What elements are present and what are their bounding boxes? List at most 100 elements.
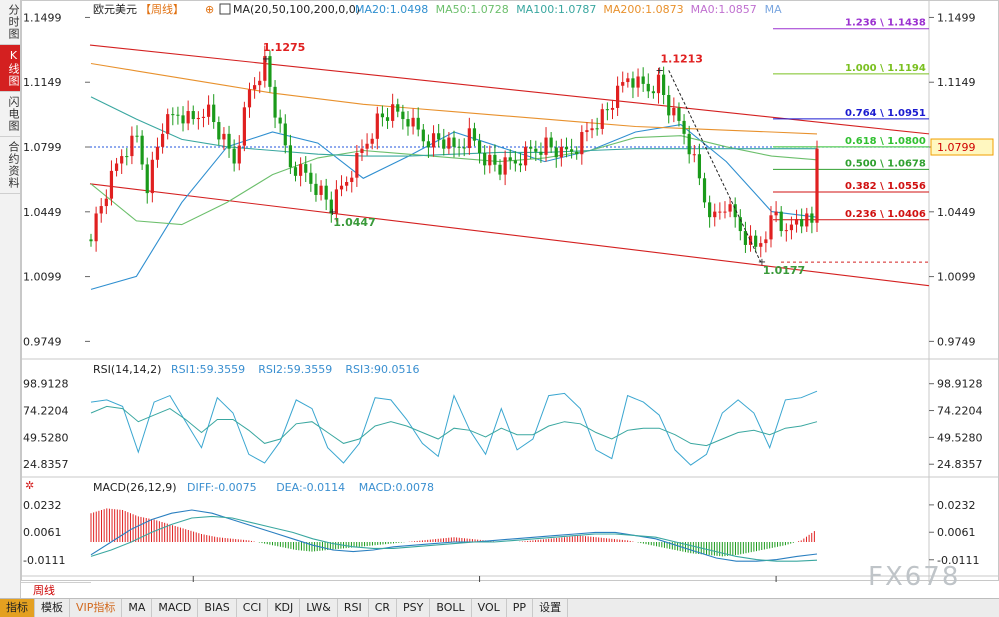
candle-body bbox=[488, 154, 492, 166]
sidebar-tab-1[interactable]: K线图 bbox=[0, 45, 20, 92]
candle-body bbox=[544, 137, 548, 155]
fib-label: 1.000 \ 1.1194 bbox=[845, 63, 926, 74]
candle-body bbox=[339, 185, 344, 190]
candle-body bbox=[789, 224, 794, 231]
candle-body bbox=[483, 153, 487, 166]
candle-body bbox=[334, 189, 339, 214]
toolbar-button-8[interactable]: LW& bbox=[300, 599, 338, 617]
candle-body bbox=[263, 56, 267, 81]
candle-body bbox=[472, 128, 477, 141]
candle-body bbox=[784, 230, 788, 232]
candle-body bbox=[421, 129, 425, 142]
candle-body bbox=[212, 104, 216, 123]
candle-body bbox=[155, 146, 160, 160]
toolbar-button-14[interactable]: PP bbox=[507, 599, 534, 617]
toolbar-button-12[interactable]: BOLL bbox=[430, 599, 472, 617]
toolbar-button-1[interactable]: 模板 bbox=[35, 599, 70, 617]
rsi-axis-label-left: 98.9128 bbox=[23, 378, 69, 391]
candle-body bbox=[621, 82, 625, 86]
candle-body bbox=[702, 178, 707, 203]
candle-body bbox=[636, 76, 640, 88]
macd-value-0: DIFF:-0.0075 bbox=[187, 481, 257, 494]
candle-body bbox=[135, 135, 139, 137]
candle-body bbox=[120, 156, 124, 164]
candle-body bbox=[585, 130, 589, 133]
candle-body bbox=[462, 147, 466, 149]
rsi-axis-label-left: 49.5280 bbox=[23, 431, 69, 444]
candle-body bbox=[355, 153, 359, 178]
toolbar-button-6[interactable]: CCI bbox=[237, 599, 269, 617]
toolbar-button-10[interactable]: CR bbox=[369, 599, 398, 617]
pivot-label: 1.1213 bbox=[661, 52, 703, 65]
current-price-box bbox=[930, 138, 994, 156]
fib-label: 0.382 \ 1.0556 bbox=[845, 181, 926, 192]
ma-value-2: MA100:1.0787 bbox=[516, 3, 596, 16]
candle-body bbox=[299, 164, 303, 176]
sidebar-tab-3[interactable]: 合约资料 bbox=[0, 137, 20, 194]
candle-body bbox=[646, 83, 650, 92]
candle-body bbox=[125, 156, 129, 158]
macd-axis-label: 0.0232 bbox=[937, 499, 976, 512]
macd-diff-line bbox=[90, 509, 818, 562]
candle-body bbox=[191, 111, 195, 120]
candle-body bbox=[508, 157, 512, 161]
candle-body bbox=[309, 172, 313, 184]
candle-body bbox=[181, 115, 185, 124]
candle-body bbox=[431, 133, 436, 148]
rsi-axis-label: 98.9128 bbox=[937, 378, 983, 391]
swing-line bbox=[668, 70, 762, 263]
toolbar-button-9[interactable]: RSI bbox=[338, 599, 369, 617]
current-price-label: 1.0799 bbox=[937, 141, 976, 154]
toolbar-button-2[interactable]: VIP指标 bbox=[70, 599, 123, 617]
candle-body bbox=[503, 157, 507, 175]
toolbar-button-0[interactable]: 指标 bbox=[0, 599, 35, 617]
price-axis-label-left: 1.0099 bbox=[23, 271, 62, 284]
sidebar-tab-2[interactable]: 闪电图 bbox=[0, 92, 20, 137]
price-axis-label-left: 0.9749 bbox=[23, 335, 62, 348]
watermark: FX678 bbox=[868, 562, 961, 592]
sidebar-tab-0[interactable]: 分时图 bbox=[0, 0, 20, 45]
candle-body bbox=[769, 215, 773, 240]
price-axis-label: 1.1149 bbox=[937, 76, 976, 89]
candle-body bbox=[733, 204, 737, 218]
candle-body bbox=[457, 146, 461, 148]
candle-body bbox=[416, 117, 420, 130]
price-axis-label: 0.9749 bbox=[937, 335, 976, 348]
period-selector[interactable]: 周线 bbox=[21, 582, 91, 598]
candle-body bbox=[728, 204, 732, 212]
ma-line-ma50 bbox=[90, 135, 818, 226]
candle-body bbox=[616, 85, 620, 108]
rsi-axis-label: 49.5280 bbox=[937, 431, 983, 444]
toolbar-button-7[interactable]: KDJ bbox=[268, 599, 301, 617]
candle-body bbox=[774, 211, 778, 216]
macd-dea-line bbox=[90, 515, 818, 562]
candle-body bbox=[375, 113, 379, 139]
candle-body bbox=[667, 95, 671, 116]
rsi-axis-label-left: 24.8357 bbox=[23, 458, 69, 471]
candle-body bbox=[692, 154, 696, 156]
candle-body bbox=[268, 56, 272, 87]
fib-label: 0.618 \ 1.0800 bbox=[845, 136, 926, 147]
toolbar-button-3[interactable]: MA bbox=[122, 599, 153, 617]
rsi-axis-label: 74.2204 bbox=[937, 405, 983, 418]
candle-body bbox=[237, 145, 241, 164]
pivot-label: 1.0447 bbox=[333, 216, 375, 229]
toolbar-button-5[interactable]: BIAS bbox=[198, 599, 237, 617]
pivot-marker: + bbox=[758, 257, 766, 268]
candle-body bbox=[314, 183, 318, 195]
toolbar-button-15[interactable]: 设置 bbox=[533, 599, 569, 617]
toolbar-button-13[interactable]: VOL bbox=[472, 599, 507, 617]
candle-body bbox=[109, 170, 114, 199]
candle-body bbox=[222, 133, 226, 140]
macd-value-1: DEA:-0.0114 bbox=[276, 481, 345, 494]
candle-body bbox=[764, 239, 768, 244]
candle-body bbox=[253, 85, 257, 90]
toolbar-button-4[interactable]: MACD bbox=[152, 599, 199, 617]
candle-body bbox=[452, 137, 456, 147]
candle-body bbox=[529, 146, 533, 149]
toolbar-button-11[interactable]: PSY bbox=[397, 599, 431, 617]
candle-body bbox=[304, 164, 308, 173]
candle-body bbox=[447, 137, 451, 149]
candle-body bbox=[677, 107, 681, 121]
candle-body bbox=[718, 211, 722, 213]
